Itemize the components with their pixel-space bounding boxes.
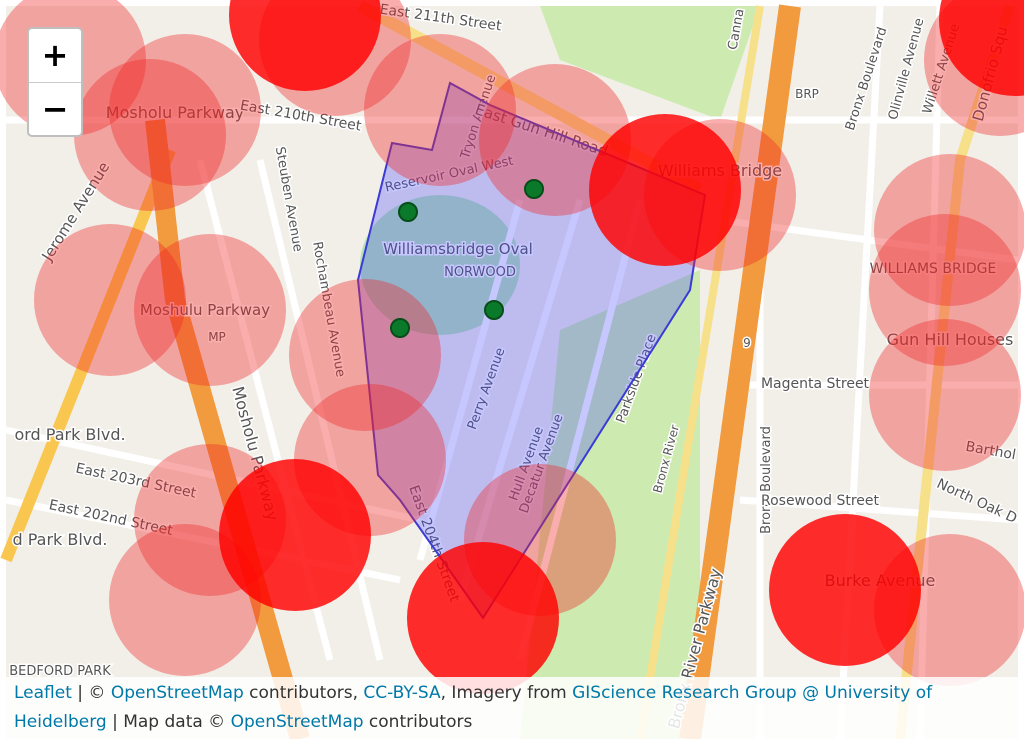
marker-circle [34,224,186,376]
marker-circle [134,234,286,386]
attribution-text: contributors [363,712,473,732]
attribution: Leaflet | © OpenStreetMap contributors , … [6,677,1018,739]
point-marker [484,300,504,320]
attribution-link[interactable]: GIScience Research Group @ University of… [14,683,933,732]
map-label: ord Park Blvd. [14,425,125,444]
marker-circle [229,0,381,91]
attribution-text: , Imagery from [440,683,573,703]
park [520,270,700,739]
highway [679,4,801,739]
marker-circle [109,34,261,186]
zoom-in[interactable]: + [29,29,81,83]
map-label: WILLIAMS BRIDGE [870,261,997,277]
road [636,5,764,739]
marker-circle [407,542,559,694]
marker-circle [289,279,441,431]
road [0,147,176,563]
park [540,6,760,120]
map-label: Gun Hill Houses [887,330,1014,349]
point-marker [398,202,418,222]
attribution-text: contributors, [243,683,364,703]
marker-circle [219,459,371,611]
zoom-control: + − [27,27,83,137]
marker-circle [109,524,261,676]
circles [0,0,1024,694]
marker-circle [769,514,921,666]
map-label: Rosewood Street [761,493,880,509]
map-label: Bronx Boulevard [759,426,774,534]
map-label: d Park Blvd. [12,530,107,549]
point-marker [390,318,410,338]
marker-circle [364,34,516,186]
map-label: Magenta Street [761,376,870,392]
marker-circle [939,0,1024,96]
attribution-text: | Map data © [106,712,231,732]
map-label: BEDFORD PARK [9,664,111,679]
map-label: Moshulu Parkway [140,301,270,319]
attribution-link[interactable]: Leaflet [14,683,72,703]
map-label: Mosholu Parkway [106,103,244,122]
attribution-link[interactable]: OpenStreetMap [230,712,364,732]
map-label: Williamsbridge Oval [383,240,533,258]
attribution-link[interactable]: OpenStreetMap [110,683,244,703]
marker-circle [869,319,1021,471]
dots [390,179,544,338]
map-label: MP [208,330,226,344]
marker-circle [589,114,741,266]
marker-circle [74,59,226,211]
map-label: NORWOOD [444,265,516,280]
marker-circle [874,154,1024,306]
zoom-out[interactable]: − [41,90,69,128]
marker-circle [869,214,1021,366]
point-marker [524,179,544,199]
oval-park [360,195,520,335]
map-label: 9 [743,336,751,350]
map-label: BRP [795,87,819,101]
attribution-link[interactable]: CC-BY-SA [363,683,441,703]
attribution-text: | © [71,683,111,703]
